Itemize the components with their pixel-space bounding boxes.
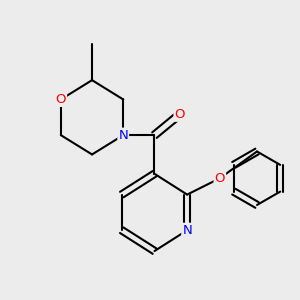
Text: O: O: [214, 172, 225, 185]
Text: N: N: [182, 224, 192, 237]
Text: O: O: [175, 108, 185, 121]
Text: N: N: [118, 129, 128, 142]
Text: O: O: [56, 93, 66, 106]
